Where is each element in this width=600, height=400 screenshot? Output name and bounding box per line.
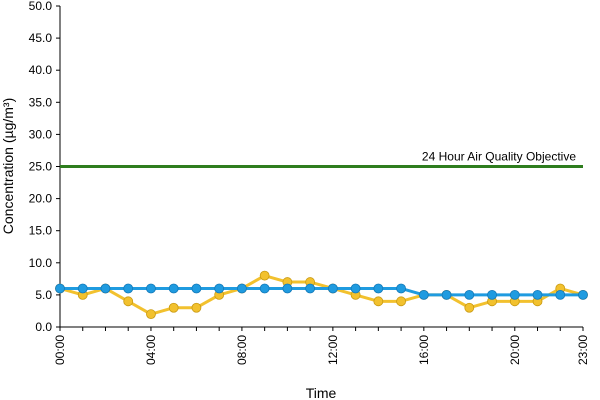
y-tick-label: 15.0 [29,224,53,238]
data-point [191,283,202,294]
y-tick-label: 25.0 [29,160,53,174]
x-tick-label: 04:00 [144,335,158,365]
data-point [464,302,475,313]
data-point [237,283,247,294]
data-point [396,296,406,307]
data-point [418,289,429,300]
y-tick-label: 45.0 [29,31,53,45]
series-group [55,270,588,320]
y-tick-label: 10.0 [29,256,53,270]
series-2 [55,283,588,300]
y-tick-label: 50.0 [29,0,53,13]
data-point [123,283,134,294]
data-point [214,283,225,294]
y-tick-label: 35.0 [29,95,53,109]
data-point [464,289,475,300]
data-point [396,283,406,294]
y-axis-ticks: 0.0 5.0 10.0 15.0 20.0 25.0 30.0 35.0 40.0 45.0 50… [29,0,60,334]
data-point [259,270,270,281]
data-point [168,283,179,294]
y-tick-label: 5.0 [35,288,52,302]
data-point [509,289,520,300]
data-point [441,289,452,300]
data-point [77,283,88,294]
data-point [373,283,384,294]
x-tick-label: 23:00 [576,335,590,365]
y-tick-label: 30.0 [29,127,53,141]
y-tick-label: 40.0 [29,63,53,77]
data-point [259,283,270,294]
reference-line-group: 24 Hour Air Quality Objective [60,150,583,168]
data-point [350,283,361,294]
data-point [305,283,316,294]
x-tick-label: 00:00 [53,335,67,365]
series-line [60,286,583,297]
x-tick-label: 12:00 [326,335,340,365]
data-point [373,296,384,307]
x-axis-title: Time [306,385,337,400]
data-point [146,283,156,294]
data-point [327,283,338,294]
x-tick-label: 20:00 [508,335,522,365]
data-point [532,289,543,300]
x-tick-label: 16:00 [417,335,431,365]
data-point [555,289,566,300]
data-point [168,302,179,313]
y-tick-label: 20.0 [29,192,53,206]
reference-line-label: 24 Hour Air Quality Objective [422,150,576,164]
data-point [146,309,156,320]
data-point [282,283,293,294]
x-axis-ticks: 00:00 04:00 08:00 12:00 16:00 20:00 23:00 [53,327,590,365]
x-tick-label: 08:00 [235,335,249,365]
data-point [191,302,202,313]
data-point [578,289,588,300]
y-tick-label: 0.0 [35,320,52,334]
data-point [487,289,497,300]
data-point [100,283,111,294]
data-point [55,283,65,294]
data-point [123,296,134,307]
y-axis-title: Concentration (µg/m³) [0,98,16,234]
